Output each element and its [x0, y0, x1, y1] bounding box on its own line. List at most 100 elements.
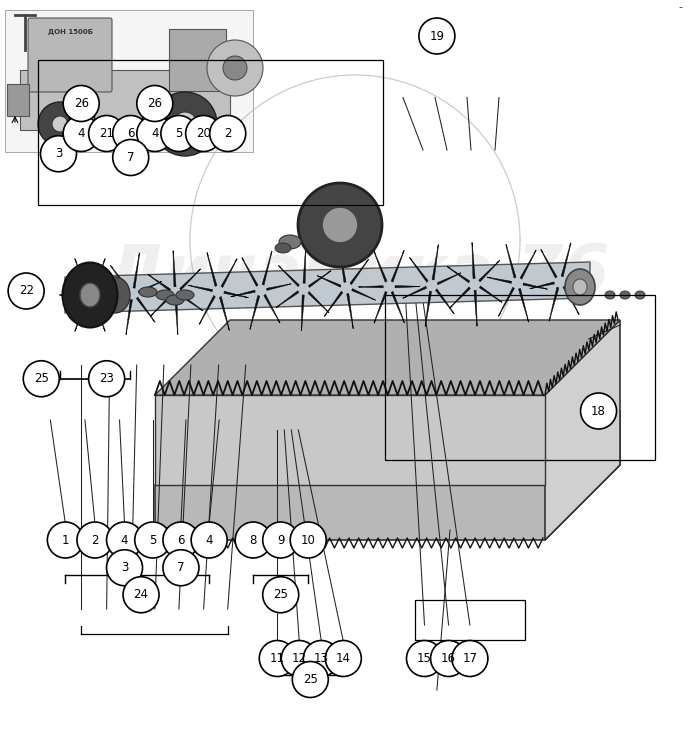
Polygon shape	[250, 296, 260, 329]
Ellipse shape	[100, 277, 130, 313]
Text: 26: 26	[147, 97, 162, 110]
Polygon shape	[487, 277, 512, 284]
Polygon shape	[472, 242, 475, 278]
Polygon shape	[150, 295, 171, 316]
Circle shape	[63, 116, 99, 152]
FancyBboxPatch shape	[169, 29, 226, 91]
Polygon shape	[175, 298, 178, 334]
Polygon shape	[221, 259, 237, 287]
Polygon shape	[317, 275, 341, 287]
Circle shape	[303, 640, 339, 676]
Polygon shape	[155, 320, 620, 395]
Circle shape	[161, 116, 197, 152]
Polygon shape	[133, 253, 140, 288]
Circle shape	[298, 183, 382, 267]
Ellipse shape	[275, 243, 291, 253]
Ellipse shape	[620, 291, 630, 299]
Text: 5: 5	[149, 533, 156, 547]
Circle shape	[89, 361, 125, 397]
Polygon shape	[324, 291, 343, 316]
Circle shape	[23, 361, 59, 397]
Polygon shape	[549, 287, 559, 321]
Text: 18: 18	[591, 404, 606, 418]
Polygon shape	[219, 296, 230, 331]
Circle shape	[263, 522, 299, 558]
Circle shape	[259, 640, 295, 676]
Ellipse shape	[279, 235, 301, 249]
Circle shape	[223, 56, 247, 80]
Text: 6: 6	[127, 127, 134, 140]
FancyBboxPatch shape	[5, 10, 253, 152]
Text: 14: 14	[336, 652, 351, 665]
Text: 25: 25	[303, 673, 318, 686]
Text: 22: 22	[19, 284, 34, 298]
Polygon shape	[206, 252, 217, 286]
Polygon shape	[74, 299, 88, 332]
Circle shape	[135, 522, 171, 558]
Circle shape	[107, 522, 142, 558]
Text: 5: 5	[175, 127, 182, 140]
Polygon shape	[155, 410, 620, 540]
Polygon shape	[409, 257, 428, 282]
Polygon shape	[126, 299, 133, 334]
Circle shape	[290, 522, 326, 558]
Circle shape	[163, 522, 199, 558]
Text: 2: 2	[92, 533, 98, 547]
Ellipse shape	[176, 290, 194, 300]
Circle shape	[52, 116, 68, 132]
Polygon shape	[96, 294, 120, 296]
Circle shape	[113, 140, 149, 176]
Text: 4: 4	[151, 127, 158, 140]
Polygon shape	[350, 259, 369, 285]
Circle shape	[173, 112, 197, 136]
Circle shape	[407, 640, 442, 676]
Polygon shape	[303, 248, 306, 284]
Polygon shape	[262, 251, 272, 285]
Polygon shape	[566, 275, 590, 282]
Polygon shape	[308, 292, 329, 313]
Ellipse shape	[166, 295, 184, 305]
Polygon shape	[74, 259, 88, 290]
Circle shape	[207, 40, 263, 96]
Polygon shape	[110, 265, 129, 290]
Text: 19: 19	[429, 29, 444, 43]
Circle shape	[263, 577, 299, 613]
Polygon shape	[20, 70, 230, 130]
Circle shape	[281, 640, 317, 676]
Polygon shape	[480, 286, 502, 302]
Text: 24: 24	[133, 588, 149, 602]
Text: 25: 25	[273, 588, 288, 602]
Polygon shape	[498, 287, 515, 316]
Text: 7: 7	[127, 151, 134, 164]
Polygon shape	[155, 395, 545, 485]
Polygon shape	[506, 244, 516, 278]
Polygon shape	[180, 294, 203, 311]
Polygon shape	[92, 259, 105, 290]
Circle shape	[163, 550, 199, 586]
Text: 9: 9	[277, 533, 284, 547]
Text: 21: 21	[99, 127, 114, 140]
Polygon shape	[138, 281, 162, 293]
Circle shape	[322, 207, 358, 243]
Text: -: -	[678, 2, 682, 12]
Text: 8: 8	[250, 533, 257, 547]
Polygon shape	[432, 244, 439, 280]
Circle shape	[186, 116, 222, 152]
Polygon shape	[347, 293, 354, 328]
Polygon shape	[352, 289, 376, 300]
Circle shape	[113, 116, 149, 152]
Ellipse shape	[565, 269, 595, 305]
Circle shape	[107, 550, 142, 586]
Polygon shape	[180, 268, 201, 290]
Polygon shape	[395, 286, 420, 288]
Polygon shape	[59, 294, 84, 296]
Text: Динамика 76: Динамика 76	[105, 241, 610, 307]
Polygon shape	[523, 283, 548, 290]
Polygon shape	[224, 291, 248, 298]
Polygon shape	[563, 286, 579, 315]
Ellipse shape	[80, 283, 100, 307]
Polygon shape	[437, 273, 461, 285]
Polygon shape	[449, 286, 471, 308]
FancyBboxPatch shape	[7, 84, 29, 116]
Polygon shape	[308, 271, 331, 287]
